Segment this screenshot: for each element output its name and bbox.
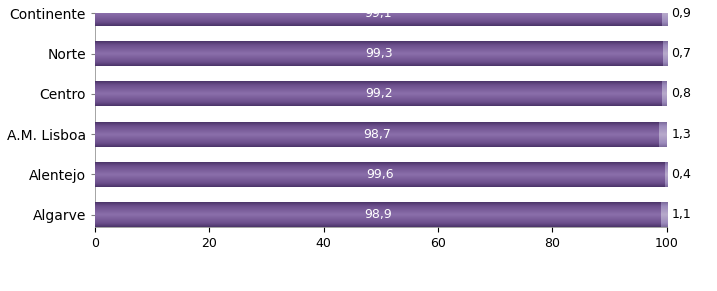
Text: 98,9: 98,9 [364,208,391,221]
Text: 99,3: 99,3 [365,47,393,60]
Text: 0,8: 0,8 [671,87,691,100]
Text: 99,2: 99,2 [365,87,392,100]
Text: 98,7: 98,7 [364,127,391,141]
Text: 0,9: 0,9 [671,7,691,20]
Text: 0,4: 0,4 [671,168,691,181]
Text: 1,3: 1,3 [671,127,691,141]
Text: 99,1: 99,1 [364,7,392,20]
Text: 0,7: 0,7 [671,47,691,60]
Text: 1,1: 1,1 [671,208,691,221]
Text: 99,6: 99,6 [366,168,394,181]
